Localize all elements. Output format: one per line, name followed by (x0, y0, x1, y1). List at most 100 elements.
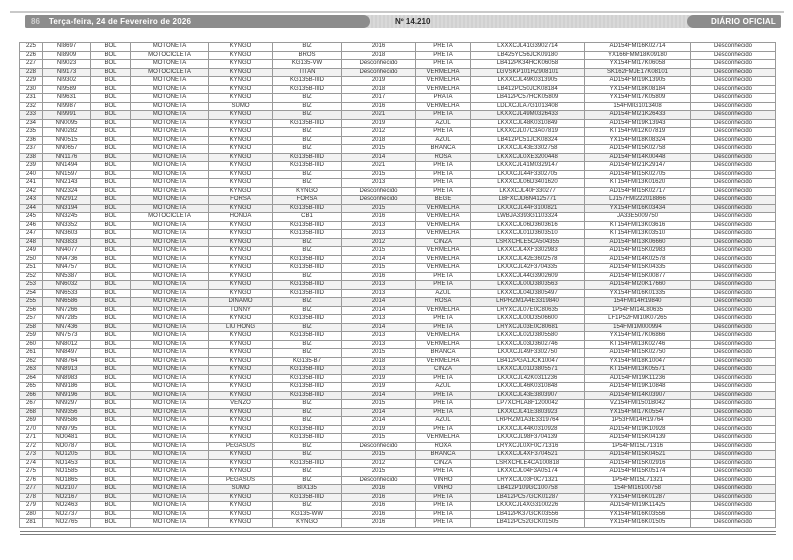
cell-model: BROS (272, 50, 342, 60)
cell-chassis: LKXXCJL42K0311236 (470, 373, 585, 383)
cell-country: BOL (90, 382, 131, 392)
cell-seq: 265 (19, 382, 43, 392)
table-row: 236 NN0515 BOL MOTONETA KYNGO BIZ 2018 AZUL LB41… (19, 135, 776, 145)
cell-code: NI9023 (42, 59, 91, 69)
cell-seq: 245 (19, 212, 43, 222)
cell-code: NN0095 (42, 118, 91, 128)
cell-color: PRATA (415, 93, 471, 103)
cell-engine: YX166FMM18K09180 (584, 50, 691, 60)
cell-chassis: LB412PGA1JCK10047 (470, 356, 585, 366)
cell-vehicle-type: MOTONETA (130, 271, 209, 281)
cell-brand: KYNGO (208, 67, 273, 77)
cell-brand: SUMO (208, 484, 273, 494)
cell-seq: 252 (19, 271, 43, 281)
cell-year: 2012 (341, 237, 416, 247)
edition-number: Nº 14.210 (395, 17, 431, 26)
cell-vehicle-type: MOTONETA (130, 135, 209, 145)
cell-chassis: LKXXCJL00D3803563 (470, 280, 585, 290)
table-row: 279 NO2463 BOL MOTONETA KYNGO BIZ 2016 PRETA LKX… (19, 501, 776, 511)
cell-code: NO2107 (42, 484, 91, 494)
cell-model: BIZ (272, 93, 342, 103)
table-row: 241 NN2143 BOL MOTONETA KYNGO BIZ 2013 PRETA LKX… (19, 178, 776, 188)
table-row: 233 NI9991 BOL MOTONETA KYNGO BIZ 2021 PRETA LKX… (19, 110, 776, 120)
cell-year: Desconhecido (341, 59, 416, 69)
cell-year: 2021 (341, 161, 416, 171)
cell-status: Desconhecido (690, 373, 776, 383)
cell-country: BOL (90, 441, 131, 451)
cell-vehicle-type: MOTONETA (130, 348, 209, 358)
cell-vehicle-type: MOTONETA (130, 339, 209, 349)
cell-status: Desconhecido (690, 195, 776, 205)
cell-code: NI8909 (42, 50, 91, 60)
cell-chassis: LB412PC51JCK08324 (470, 135, 585, 145)
cell-status: Desconhecido (690, 492, 776, 502)
cell-country: BOL (90, 288, 131, 298)
cell-code: NN4077 (42, 246, 91, 256)
cell-year: 2014 (341, 152, 416, 162)
cell-country: BOL (90, 220, 131, 230)
cell-country: BOL (90, 407, 131, 417)
cell-brand: KYNGO (208, 331, 273, 341)
cell-year: 2018 (341, 50, 416, 60)
cell-chassis: LKXXCJL42F3704335 (470, 263, 585, 273)
cell-code: NO1865 (42, 475, 91, 485)
cell-code: NN8764 (42, 356, 91, 366)
cell-status: Desconhecido (690, 501, 776, 511)
cell-year: 2015 (341, 263, 416, 273)
cell-seq: 275 (19, 467, 43, 477)
cell-year: 2013 (341, 314, 416, 324)
cell-model: BIZ (272, 127, 342, 137)
cell-model: BIZ (272, 178, 342, 188)
cell-code: NN1494 (42, 161, 91, 171)
cell-color: PRETA (415, 390, 471, 400)
table-row: 255 NN6586 BOL MOTONETA DINAMO BIZ 2014 ROSA LRP… (19, 297, 776, 307)
cell-model: KG135B-IIID (272, 263, 342, 273)
cell-brand: KYNGO (208, 271, 273, 281)
cell-seq: 241 (19, 178, 43, 188)
cell-status: Desconhecido (690, 212, 776, 222)
cell-vehicle-type: MOTONETA (130, 509, 209, 519)
cell-year: 2015 (341, 144, 416, 154)
cell-engine: AD154FMI19K10928 (584, 424, 691, 434)
cell-chassis: LKXXCJL01D3805571 (470, 365, 585, 375)
cell-status: Desconhecido (690, 382, 776, 392)
table-row: 235 NN0282 BOL MOTONETA KYNGO BIZ 2012 PRETA LKX… (19, 127, 776, 137)
cell-country: BOL (90, 314, 131, 324)
cell-country: BOL (90, 161, 131, 171)
cell-model: BIZ (272, 305, 342, 315)
cell-seq: 273 (19, 450, 43, 460)
cell-code: NN3194 (42, 203, 91, 213)
cell-code: NN3245 (42, 212, 91, 222)
cell-vehicle-type: MOTONETA (130, 322, 209, 332)
cell-chassis: LKXXCJL43E3302758 (470, 144, 585, 154)
cell-chassis: LKXXCJL02D3805580 (470, 331, 585, 341)
cell-vehicle-type: MOTONETA (130, 186, 209, 196)
cell-chassis: LRPRZM1A3E3319764 (470, 416, 585, 426)
cell-chassis: LKXXCJL06D3603616 (470, 220, 585, 230)
cell-brand: KYNGO (208, 118, 273, 128)
cell-year: Desconhecido (341, 475, 416, 485)
cell-code: NO0481 (42, 433, 91, 443)
cell-country: BOL (90, 101, 131, 111)
cell-vehicle-type: MOTONETA (130, 297, 209, 307)
cell-brand: KYNGO (208, 518, 273, 528)
cell-code: NO1585 (42, 467, 91, 477)
cell-model: KG135B-IIID (272, 220, 342, 230)
cell-color: VERMELHA (415, 76, 471, 86)
masthead-title: DIÁRIO OFICIAL (710, 17, 776, 26)
cell-code: NI9631 (42, 93, 91, 103)
cell-year: 2014 (341, 297, 416, 307)
cell-chassis: LKXXCJL4XF3704521 (470, 450, 585, 460)
cell-brand: HONDA (208, 212, 273, 222)
cell-engine: AD154FMI15K00877 (584, 271, 691, 281)
bottom-double-rule (20, 531, 776, 535)
cell-country: BOL (90, 127, 131, 137)
cell-chassis: LWBJA3393G1103324 (470, 212, 585, 222)
cell-vehicle-type: MOTONETA (130, 178, 209, 188)
cell-country: BOL (90, 186, 131, 196)
cell-model: KG135B-IIID (272, 373, 342, 383)
cell-country: BOL (90, 399, 131, 409)
cell-status: Desconhecido (690, 118, 776, 128)
cell-country: BOL (90, 271, 131, 281)
cell-engine: SK162FMJE17K08101 (584, 67, 691, 77)
